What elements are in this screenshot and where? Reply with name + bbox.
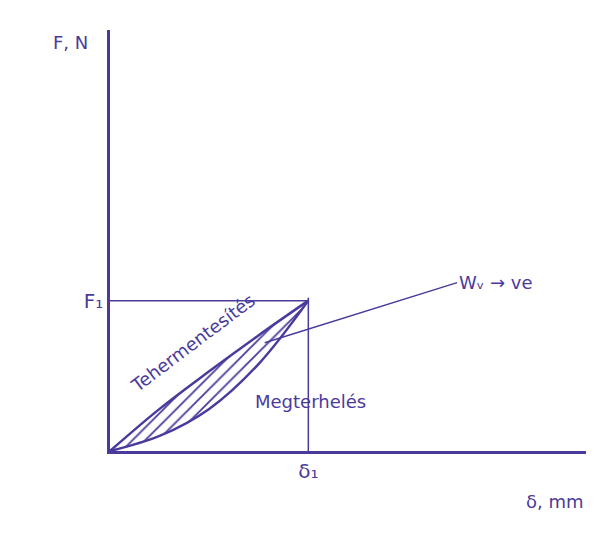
svg-text:Wᵥ → ve: Wᵥ → ve <box>459 272 533 293</box>
svg-text:δ, mm: δ, mm <box>526 491 584 512</box>
svg-text:F, N: F, N <box>53 32 88 53</box>
svg-text:F₁: F₁ <box>84 289 104 313</box>
svg-text:δ₁: δ₁ <box>298 459 318 483</box>
svg-text:Megterhelés: Megterhelés <box>255 391 366 412</box>
svg-text:Tehermentesítés: Tehermentesítés <box>127 289 259 396</box>
